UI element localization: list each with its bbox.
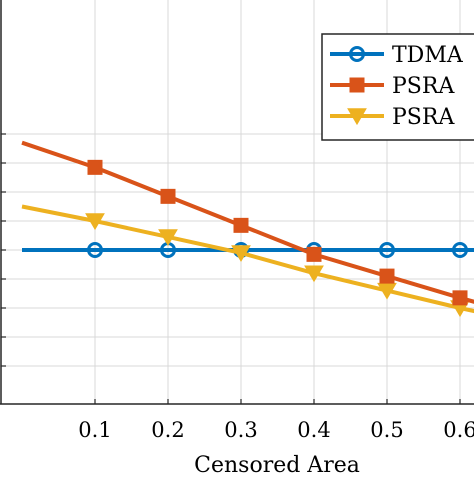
legend-entry: PSRA: [392, 105, 455, 130]
legend-entry: PSRA: [392, 74, 455, 99]
axes: 0.10.20.30.40.50.60.7: [0, 0, 474, 442]
data-point: [452, 242, 468, 258]
plot-area: [21, 140, 474, 318]
data-point: [160, 188, 176, 204]
x-tick-label: 0.2: [151, 418, 184, 442]
series-psra-1: [21, 140, 474, 306]
x-tick-label: 0.1: [78, 418, 111, 442]
data-point: [379, 242, 395, 258]
x-tick-label: 0.5: [370, 418, 403, 442]
legend: TDMA PSRA PSRA: [321, 33, 474, 141]
x-tick-label: 0.4: [297, 418, 330, 442]
x-tick-label: 0.3: [224, 418, 257, 442]
legend-entry: TDMA: [392, 43, 464, 68]
x-tick-label: 0.6: [443, 418, 474, 442]
data-point: [306, 246, 322, 262]
x-axis-label: Censored Area: [194, 453, 360, 474]
data-point: [304, 265, 324, 283]
data-point: [85, 213, 105, 231]
legend-marker: [349, 77, 365, 93]
data-point: [87, 242, 103, 258]
data-point: [233, 217, 249, 233]
data-point: [231, 245, 251, 262]
series-group: [21, 140, 474, 318]
data-point: [452, 290, 468, 306]
data-point: [379, 268, 395, 284]
data-point: [158, 229, 178, 247]
legend-marker: [347, 108, 367, 126]
legend-marker: [349, 46, 365, 62]
data-point: [87, 159, 103, 175]
